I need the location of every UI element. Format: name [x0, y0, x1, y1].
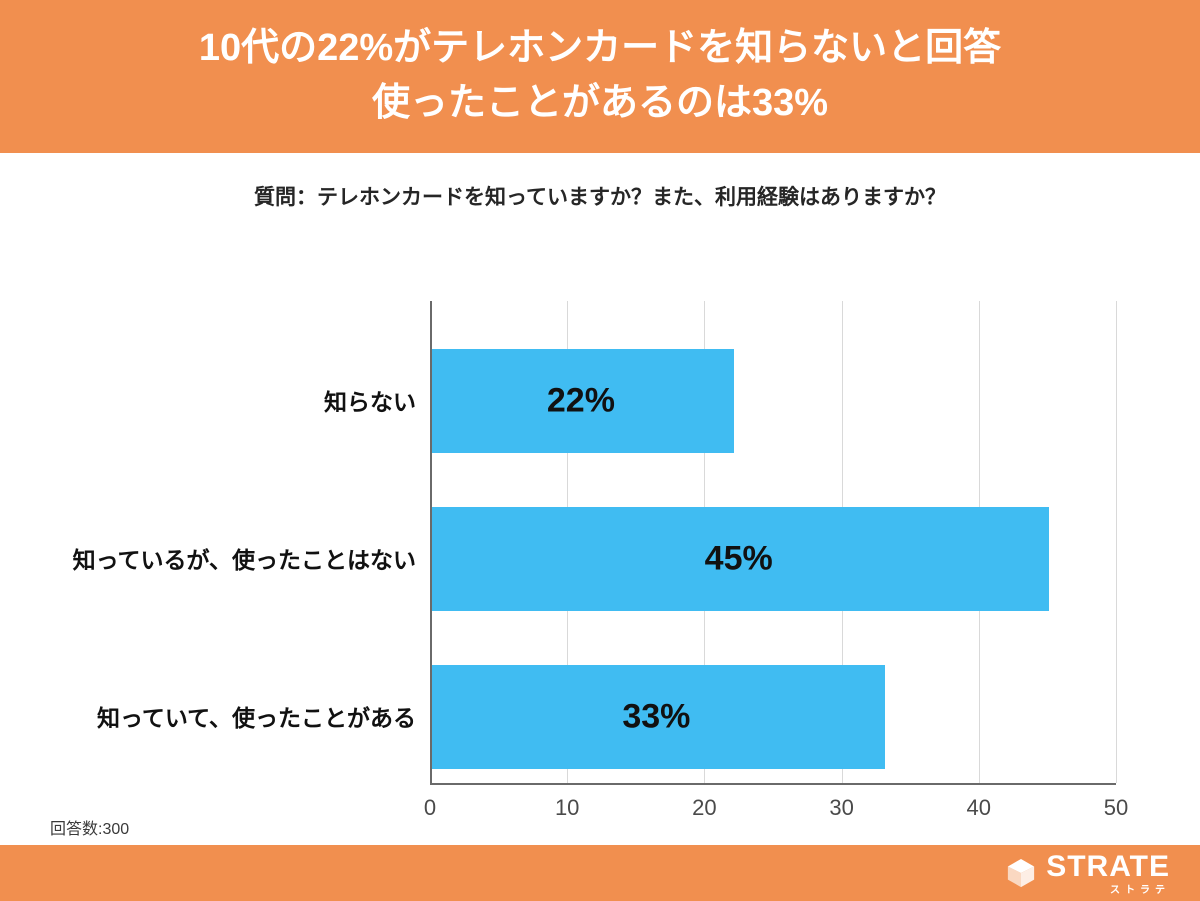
x-tick-label: 30 [829, 795, 853, 821]
grid-line [1116, 301, 1117, 783]
footer-bar: STRATE ストラテ [0, 845, 1200, 901]
x-tick-label: 10 [555, 795, 579, 821]
title-banner: 10代の22%がテレホンカードを知らないと回答 使ったことがあるのは33% [0, 0, 1200, 153]
bar-value-label: 22% [547, 381, 615, 420]
chart-card: 質問：テレホンカードを知っていますか？また、利用経験はありますか？ 0 10 20 3… [0, 153, 1200, 845]
x-tick-label: 50 [1104, 795, 1128, 821]
respondent-count: 回答数:300 [50, 815, 129, 839]
category-label: 知っているが、使ったことはない [44, 541, 416, 575]
brand-icon [1006, 858, 1036, 888]
category-label: 知らない [44, 383, 416, 417]
x-axis [430, 783, 1116, 785]
category-label: 知っていて、使ったことがある [44, 699, 416, 733]
brand-logo: STRATE ストラテ [1006, 850, 1170, 896]
title-line-1: 10代の22%がテレホンカードを知らないと回答 [199, 21, 1001, 76]
bar-value-label: 45% [705, 539, 773, 578]
brand-name: STRATE [1046, 850, 1170, 884]
question-text: 質問：テレホンカードを知っていますか？また、利用経験はありますか？ [44, 181, 1156, 211]
title-line-2: 使ったことがあるのは33% [372, 76, 828, 131]
bar-value-label: 33% [622, 697, 690, 736]
bar-chart: 0 10 20 30 40 50 知らない 22% 知っているが、使ったことはない 45% 知ってい… [44, 211, 1156, 833]
infographic-frame: 10代の22%がテレホンカードを知らないと回答 使ったことがあるのは33% 質問… [0, 0, 1200, 901]
x-tick-label: 0 [424, 795, 436, 821]
brand-text: STRATE ストラテ [1046, 850, 1170, 896]
x-tick-label: 20 [692, 795, 716, 821]
x-tick-label: 40 [967, 795, 991, 821]
